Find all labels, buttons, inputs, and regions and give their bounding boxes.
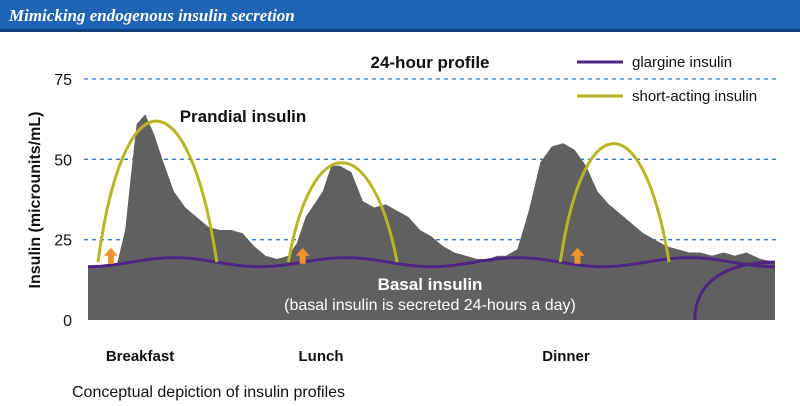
y-tick-label-50: 50 [54,152,72,169]
glargine-insulin-line [87,256,776,269]
y-tick-label-0: 0 [63,313,72,330]
y-tick-label-25: 25 [54,233,72,250]
chart-title: 24-hour profile [370,53,489,72]
basal-insulin-band [88,271,775,320]
prandial-annotation: Prandial insulin [180,107,307,126]
endogenous-insulin-area [88,114,775,271]
basal-title-annotation: Basal insulin [378,275,483,294]
glargine-onset-curve [693,260,776,321]
x-axis-categories: Breakfast Lunch Dinner [106,348,590,365]
page-title: Mimicking endogenous insulin secretion [9,6,295,25]
legend-label-2: short-acting insulin [632,88,757,105]
line-layer [87,119,776,321]
basal-subtitle-annotation: (basal insulin is secreted 24-hours a da… [284,297,576,314]
injection-arrow-lunch [295,247,310,264]
y-axis-ticks: 0 25 50 75 [54,72,72,330]
injection-arrow-dinner [570,247,585,264]
legend: glargine insulin short-acting insulin [577,54,757,105]
y-axis-label: Insulin (microunits/mL) [27,112,44,289]
x-category-label-lunch: Lunch [299,348,344,365]
x-category-label-dinner: Dinner [542,348,590,365]
short-acting-curve-dinner [558,142,671,263]
short-acting-curve-breakfast [96,119,219,263]
injection-arrow-breakfast [103,247,118,264]
legend-label-1: glargine insulin [632,54,732,71]
y-tick-label-75: 75 [54,72,72,89]
header-bar: Mimicking endogenous insulin secretion [0,0,800,32]
figure-caption: Conceptual depiction of insulin profiles [72,384,346,401]
area-layer [88,114,775,320]
marker-layer [103,247,585,264]
short-acting-curve-lunch [286,161,399,263]
x-category-label-breakfast: Breakfast [106,348,174,365]
